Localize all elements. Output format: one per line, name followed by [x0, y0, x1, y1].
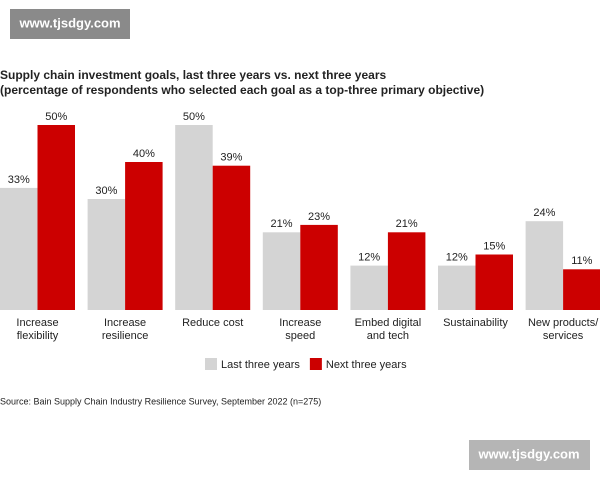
- bar: [175, 125, 213, 310]
- legend-label: Next three years: [326, 359, 407, 371]
- x-tick-label: New products/services: [528, 317, 599, 342]
- legend-label: Last three years: [221, 359, 300, 371]
- bar: [350, 265, 388, 310]
- x-tick-label: Increase resilience: [102, 317, 148, 342]
- bar: [563, 269, 600, 310]
- value-label: 40%: [133, 148, 155, 160]
- value-label: 12%: [358, 252, 380, 264]
- bar: [300, 224, 338, 310]
- x-tick-label: Sustainability: [443, 317, 508, 329]
- value-label: 39%: [220, 152, 242, 164]
- value-label: 33%: [8, 174, 30, 186]
- value-label: 11%: [571, 255, 592, 267]
- value-label: 21%: [396, 218, 418, 230]
- chart-subtitle: (percentage of respondents who selected …: [0, 83, 484, 97]
- chart-title: Supply chain investment goals, last thre…: [0, 68, 386, 82]
- x-tick-label: Embed digital and tech: [355, 317, 422, 342]
- x-tick-label: Increase flexibility: [16, 317, 58, 342]
- legend-swatch: [309, 358, 322, 370]
- bar: [37, 125, 75, 310]
- x-tick-label: Increase speed: [279, 317, 321, 342]
- value-label: 24%: [533, 207, 555, 219]
- watermark: www.tjsdgy.com: [477, 446, 579, 461]
- source: Source: Bain Supply Chain Industry Resil…: [0, 396, 321, 406]
- value-label: 50%: [183, 111, 205, 123]
- watermark: www.tjsdgy.com: [18, 15, 120, 30]
- value-label: 21%: [271, 218, 293, 230]
- legend-swatch: [205, 358, 217, 370]
- value-label: 15%: [483, 240, 505, 252]
- value-label: 12%: [446, 252, 468, 264]
- bar: [525, 221, 564, 310]
- bar: [0, 187, 38, 310]
- bar: [212, 165, 251, 310]
- bar: [262, 232, 301, 310]
- value-label: 30%: [95, 185, 117, 197]
- value-label: 50%: [45, 111, 67, 123]
- bar: [475, 254, 513, 310]
- watermark-box: [10, 9, 130, 39]
- bar: [438, 265, 476, 310]
- bar: [387, 232, 426, 310]
- bar: [125, 162, 163, 310]
- bar: [87, 199, 126, 310]
- x-tick-label: Reduce cost: [182, 317, 243, 329]
- watermark-box: [469, 440, 590, 470]
- value-label: 23%: [308, 211, 330, 223]
